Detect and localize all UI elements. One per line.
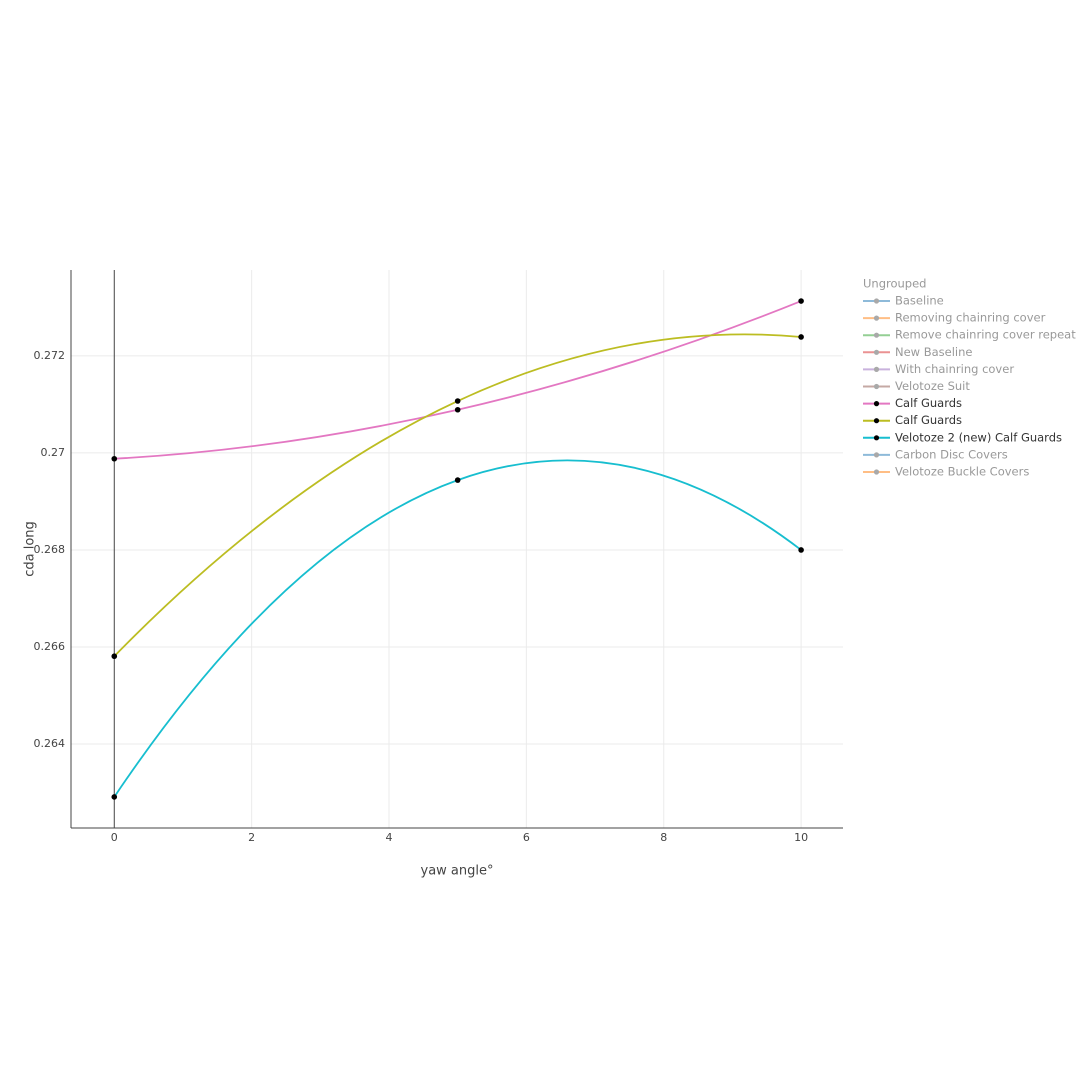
data-point xyxy=(454,406,461,413)
legend-marker xyxy=(873,435,880,441)
legend-item[interactable]: Velotoze Suit xyxy=(863,379,970,393)
legend-label: Velotoze Buckle Covers xyxy=(895,465,1029,479)
y-tick-label: 0.266 xyxy=(34,640,66,653)
legend-label: Remove chainring cover repeat xyxy=(895,328,1076,342)
data-point xyxy=(111,455,118,462)
y-axis-title: cda long xyxy=(23,521,38,577)
legend-label: With chainring cover xyxy=(895,362,1014,376)
series-line xyxy=(114,300,802,460)
y-tick-label: 0.264 xyxy=(34,737,66,750)
x-tick-label: 10 xyxy=(794,831,808,844)
legend-label: Velotoze Suit xyxy=(895,379,970,393)
legend-label: New Baseline xyxy=(895,345,973,359)
data-point xyxy=(454,477,461,483)
legend-label: Velotoze 2 (new) Calf Guards xyxy=(895,430,1062,444)
x-tick-label: 0 xyxy=(111,831,118,844)
x-tick-label: 8 xyxy=(660,831,667,844)
legend-marker xyxy=(873,315,880,321)
legend-marker xyxy=(873,298,880,304)
legend-label: Carbon Disc Covers xyxy=(895,447,1008,461)
legend-item[interactable]: Remove chainring cover repeat xyxy=(863,328,1076,342)
legend-marker xyxy=(873,332,880,338)
x-tick-label: 4 xyxy=(386,831,393,844)
legend-item[interactable]: Carbon Disc Covers xyxy=(863,447,1008,461)
data-point xyxy=(798,334,804,340)
legend-marker xyxy=(873,366,880,372)
legend-label: Calf Guards xyxy=(895,396,962,410)
legend-label: Removing chainring cover xyxy=(895,311,1046,325)
x-tick-label: 6 xyxy=(523,831,530,844)
legend-marker xyxy=(873,349,880,355)
legend-marker xyxy=(873,383,880,390)
series-line xyxy=(113,333,802,657)
y-tick-label: 0.268 xyxy=(34,543,66,556)
legend-label: Calf Guards xyxy=(895,413,962,427)
series-line xyxy=(113,459,802,798)
data-point xyxy=(454,398,461,404)
legend-item[interactable]: Removing chainring cover xyxy=(863,311,1046,325)
legend-item[interactable]: Velotoze 2 (new) Calf Guards xyxy=(863,430,1062,444)
legend-marker xyxy=(873,469,880,475)
legend-item[interactable]: With chainring cover xyxy=(863,362,1014,376)
data-point xyxy=(111,794,118,800)
legend-marker xyxy=(873,452,880,458)
legend-item[interactable]: New Baseline xyxy=(863,345,973,359)
y-tick-label: 0.27 xyxy=(41,446,66,459)
x-tick-label: 2 xyxy=(248,831,255,844)
legend-marker xyxy=(873,418,880,424)
data-point xyxy=(111,653,118,660)
legend-item[interactable]: Velotoze Buckle Covers xyxy=(863,465,1029,479)
legend-item[interactable]: Calf Guards xyxy=(863,396,962,410)
legend-label: Baseline xyxy=(895,294,944,308)
data-point xyxy=(798,547,804,553)
data-point xyxy=(798,298,804,304)
y-tick-label: 0.272 xyxy=(34,349,66,362)
legend-title: Ungrouped xyxy=(863,277,926,291)
legend-item[interactable]: Calf Guards xyxy=(863,413,962,427)
legend-marker xyxy=(873,401,880,407)
legend-item[interactable]: Baseline xyxy=(863,294,944,308)
x-axis-title: yaw angle° xyxy=(421,864,494,879)
